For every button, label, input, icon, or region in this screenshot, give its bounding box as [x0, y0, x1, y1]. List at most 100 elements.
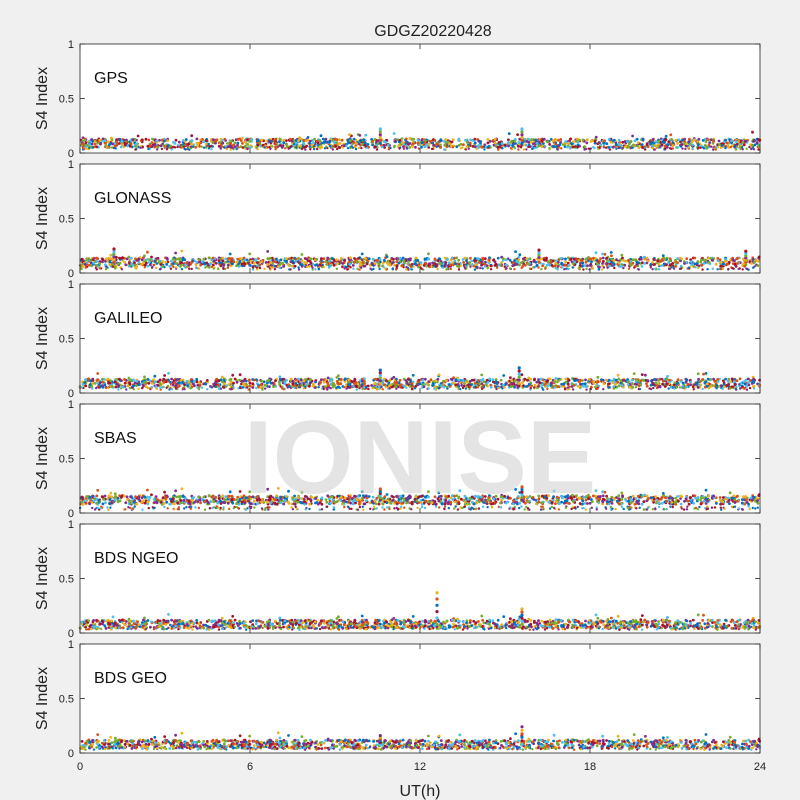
data-point [628, 142, 631, 146]
data-point [526, 378, 529, 382]
data-point [708, 141, 712, 145]
data-point [398, 147, 401, 150]
data-point [645, 256, 649, 260]
data-point [100, 495, 104, 499]
data-point [757, 148, 760, 151]
data-point [101, 377, 104, 381]
data-point [431, 138, 435, 142]
data-points [79, 127, 762, 151]
data-point [349, 386, 352, 389]
data-point [575, 379, 579, 382]
data-point [249, 259, 253, 263]
data-point [510, 382, 514, 385]
data-point [330, 377, 334, 381]
data-point [293, 256, 296, 260]
data-point [706, 138, 709, 141]
data-point [304, 148, 307, 151]
data-point [175, 257, 179, 261]
data-point [603, 139, 607, 143]
data-point [442, 385, 446, 389]
data-point [454, 378, 458, 382]
data-point [177, 381, 181, 385]
data-point [453, 262, 457, 265]
data-point [118, 142, 121, 145]
data-point [608, 386, 611, 389]
data-point [180, 268, 184, 271]
data-point [306, 136, 310, 139]
data-point [472, 259, 476, 262]
spike-point [378, 141, 382, 145]
data-point [488, 139, 492, 143]
data-point [727, 260, 731, 264]
data-point [137, 383, 141, 387]
data-point [266, 250, 270, 253]
data-point [295, 386, 298, 390]
data-point [190, 142, 193, 146]
data-point [165, 386, 168, 389]
data-point [146, 386, 150, 390]
data-point [381, 388, 384, 391]
data-point [579, 386, 582, 390]
data-point [122, 145, 126, 149]
data-point [328, 259, 331, 263]
data-point [688, 137, 691, 141]
data-point [210, 265, 213, 269]
data-point [156, 380, 160, 384]
data-point [96, 378, 100, 382]
data-point [275, 146, 278, 149]
data-point [753, 143, 757, 147]
data-point [418, 143, 422, 147]
data-point [631, 382, 634, 386]
data-point [676, 381, 680, 385]
data-point [469, 256, 472, 260]
data-point [645, 143, 649, 146]
y-axis-label: S4 Index [34, 67, 51, 130]
data-point [641, 138, 645, 142]
data-point [527, 383, 531, 386]
data-point [246, 138, 249, 142]
data-point [428, 139, 432, 143]
data-point [166, 378, 170, 382]
data-point [446, 387, 449, 390]
data-point [113, 144, 117, 148]
data-point [535, 142, 539, 145]
data-point [661, 379, 665, 383]
data-point [260, 260, 263, 264]
data-point [151, 265, 154, 269]
data-point [443, 256, 447, 260]
data-point [702, 147, 706, 150]
data-point [668, 378, 671, 382]
data-point [309, 148, 312, 151]
data-point [214, 141, 217, 145]
data-point [493, 137, 497, 141]
data-point [510, 140, 513, 144]
data-point [155, 387, 159, 390]
data-point [345, 387, 348, 390]
data-point [493, 264, 497, 267]
spike-point [520, 130, 524, 134]
data-point [335, 258, 339, 262]
data-point [108, 260, 112, 264]
data-point [702, 262, 706, 265]
data-point [702, 372, 705, 376]
data-point [688, 142, 692, 146]
data-point [467, 147, 470, 150]
data-point [623, 263, 627, 267]
data-point [222, 385, 225, 389]
data-point [163, 145, 166, 148]
data-point [482, 145, 486, 149]
data-point [302, 142, 305, 145]
data-point [585, 141, 589, 145]
data-point [560, 262, 563, 266]
data-point [621, 256, 624, 260]
data-point [606, 266, 609, 269]
data-point [197, 258, 201, 261]
data-point [199, 263, 203, 267]
data-point [462, 143, 465, 147]
data-point [437, 373, 441, 377]
data-point [311, 266, 314, 269]
data-point [221, 141, 225, 145]
data-point [417, 266, 420, 269]
data-point [569, 137, 573, 141]
data-point [469, 385, 472, 388]
